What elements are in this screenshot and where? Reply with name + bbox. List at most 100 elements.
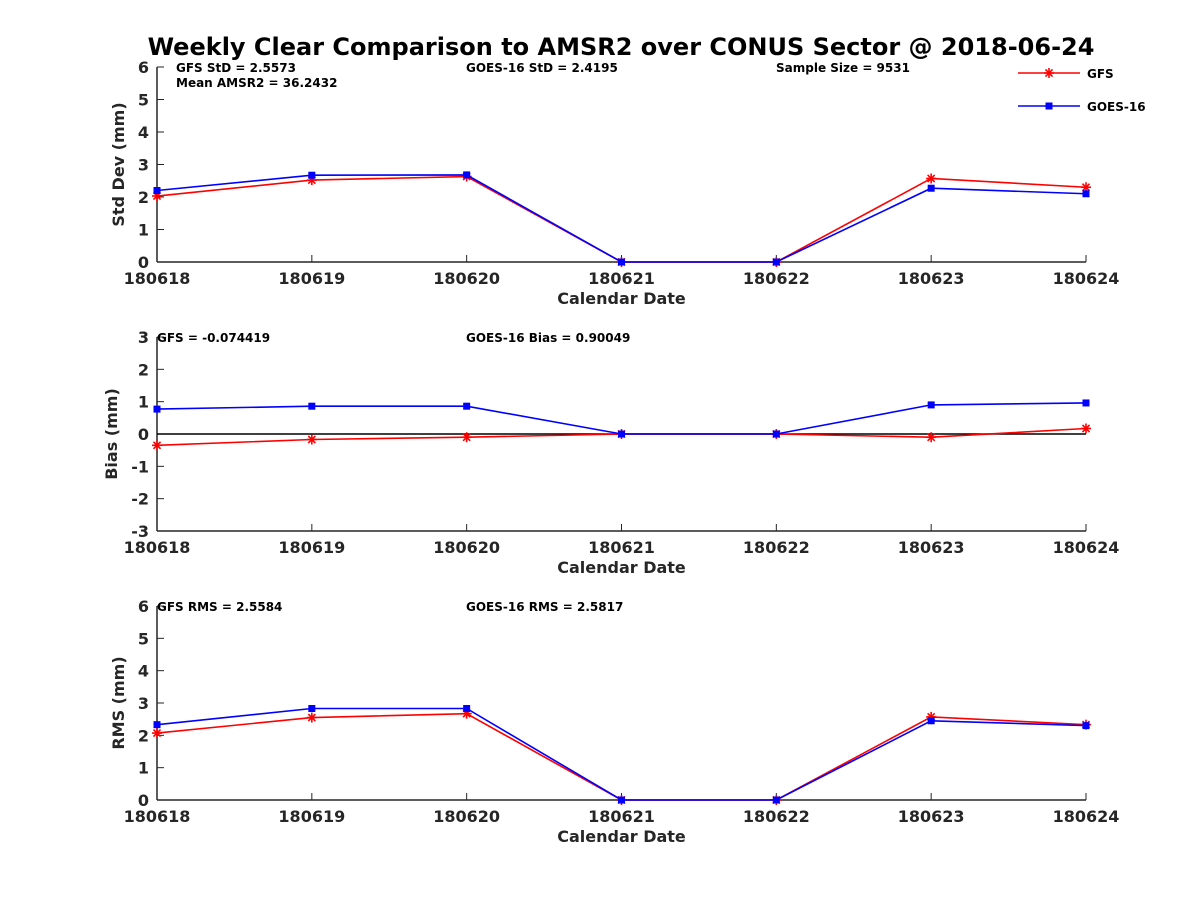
stat-annotation: GOES-16 StD = 2.4195 (466, 61, 618, 75)
x-tick-label: 180622 (743, 538, 810, 557)
data-point (618, 258, 625, 266)
data-point (927, 184, 935, 192)
y-tick-label: 2 (138, 360, 149, 379)
data-point (772, 258, 780, 266)
x-axis-label: Calendar Date (557, 827, 686, 846)
data-point (772, 796, 780, 804)
y-tick-label: -1 (131, 457, 149, 476)
series-goes-16 (153, 171, 1090, 266)
stat-annotation: GFS = -0.074419 (157, 331, 270, 345)
x-tick-label: 180618 (124, 269, 191, 288)
y-tick-label: 3 (138, 156, 149, 175)
x-tick-label: 180619 (278, 538, 345, 557)
data-point (461, 432, 472, 443)
data-point (463, 704, 471, 712)
series-goes-16 (153, 399, 1090, 438)
x-tick-label: 180621 (588, 538, 655, 557)
data-point (1082, 190, 1090, 198)
x-tick-label: 180619 (278, 807, 345, 826)
data-point (1082, 722, 1090, 730)
data-point (618, 430, 625, 438)
y-tick-label: 0 (138, 791, 149, 810)
data-point (152, 728, 162, 739)
data-point (463, 402, 471, 410)
stat-annotation: Mean AMSR2 = 36.2432 (176, 76, 337, 90)
data-point (927, 401, 935, 409)
data-point (153, 187, 161, 194)
y-tick-label: 5 (138, 629, 149, 648)
series-gfs (152, 171, 1091, 267)
stat-annotation: GFS StD = 2.5573 (176, 61, 296, 75)
subplots: 180618 180619 180620 180621 180622 180623 1806… (102, 58, 1119, 846)
data-point (618, 796, 625, 804)
chart-title: Weekly Clear Comparison to AMSR2 over CO… (148, 33, 1095, 61)
data-point (927, 717, 935, 725)
y-tick-label: 3 (138, 328, 149, 347)
y-tick-label: -2 (131, 490, 149, 509)
data-point (1082, 399, 1090, 407)
x-tick-label: 180618 (124, 538, 191, 557)
data-point (308, 704, 316, 712)
data-point (926, 173, 937, 184)
legend: GFS GOES-16 (1018, 67, 1146, 114)
legend-marker (1044, 68, 1054, 78)
data-point (308, 402, 316, 410)
x-tick-label: 180620 (433, 807, 500, 826)
y-tick-label: 6 (138, 597, 149, 616)
subplot-3: 180618 180619 180620 180621 180622 180623 1806… (109, 597, 1119, 846)
data-point (153, 721, 161, 729)
y-tick-label: 1 (138, 221, 149, 240)
series-line (156, 712, 1087, 801)
y-axis-label: Bias (mm) (102, 388, 121, 480)
y-tick-label: -3 (131, 522, 149, 541)
legend-item-goes-16: GOES-16 (1018, 100, 1146, 114)
stat-annotation: Sample Size = 9531 (776, 61, 910, 75)
x-axis-label: Calendar Date (557, 558, 686, 577)
y-axis-label: RMS (mm) (109, 656, 128, 749)
subplot-1: 180618 180619 180620 180621 180622 180623 1806… (109, 58, 1119, 308)
x-tick-label: 180623 (898, 538, 965, 557)
legend-marker (1045, 102, 1053, 110)
data-point (306, 434, 317, 445)
stat-annotation: GFS RMS = 2.5584 (157, 600, 282, 614)
data-point (926, 432, 937, 443)
x-axis-label: Calendar Date (557, 289, 686, 308)
x-tick-label: 180621 (588, 269, 655, 288)
x-tick-label: 180620 (433, 269, 500, 288)
y-tick-label: 2 (138, 726, 149, 745)
x-tick-label: 180624 (1053, 538, 1120, 557)
data-point (306, 712, 317, 723)
y-tick-label: 1 (138, 393, 149, 412)
stat-annotation: GOES-16 Bias = 0.90049 (466, 331, 630, 345)
y-tick-label: 0 (138, 425, 149, 444)
x-tick-label: 180624 (1053, 269, 1120, 288)
legend-item-gfs: GFS (1018, 67, 1114, 81)
series-line (156, 174, 1087, 263)
x-tick-label: 180619 (278, 269, 345, 288)
y-tick-label: 5 (138, 91, 149, 110)
x-tick-label: 180623 (898, 269, 965, 288)
data-point (152, 440, 162, 451)
y-tick-label: 1 (138, 759, 149, 778)
x-tick-label: 180621 (588, 807, 655, 826)
data-point (1081, 423, 1091, 434)
x-tick-label: 180618 (124, 807, 191, 826)
legend-label: GOES-16 (1087, 100, 1146, 114)
y-tick-label: 6 (138, 58, 149, 77)
series-goes-16 (153, 704, 1090, 804)
y-tick-label: 2 (138, 188, 149, 207)
data-point (772, 430, 780, 438)
y-tick-label: 3 (138, 694, 149, 713)
series-gfs (152, 708, 1091, 805)
subplot-2: 180618 180619 180620 180621 180622 180623 1806… (102, 328, 1119, 577)
data-point (153, 405, 161, 413)
x-tick-label: 180623 (898, 807, 965, 826)
y-tick-label: 4 (138, 123, 149, 142)
legend-label: GFS (1087, 67, 1114, 81)
x-tick-label: 180620 (433, 538, 500, 557)
y-axis-label: Std Dev (mm) (109, 102, 128, 226)
y-tick-label: 4 (138, 662, 149, 681)
data-point (463, 171, 471, 179)
